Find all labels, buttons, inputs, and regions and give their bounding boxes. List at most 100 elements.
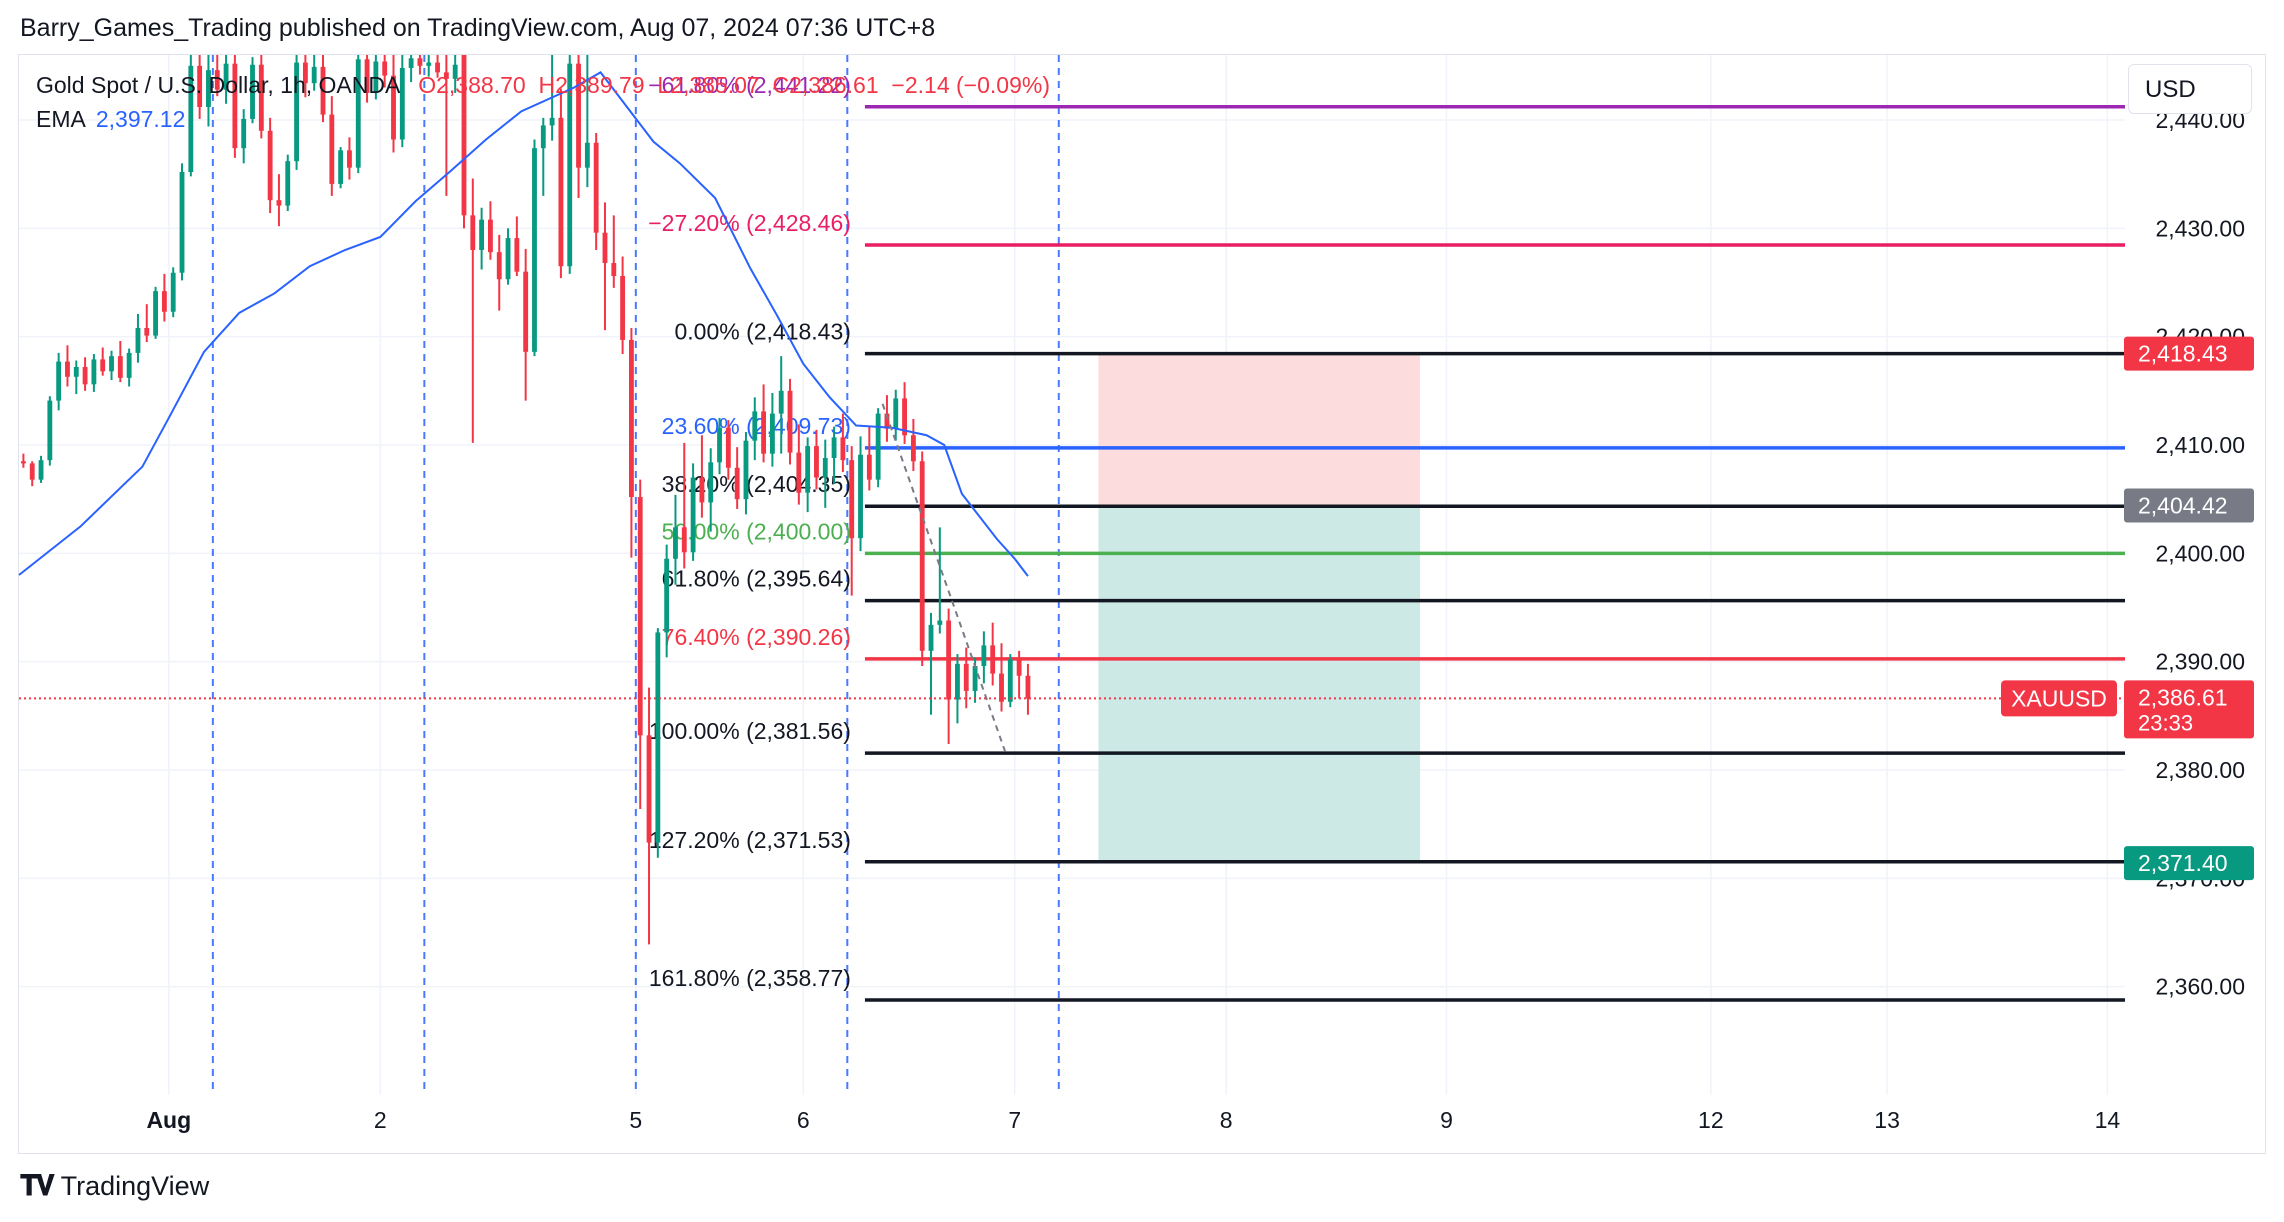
- price-label-bg-2: [2124, 846, 2254, 881]
- candle-27: [258, 55, 264, 139]
- candle-body-20: [197, 65, 203, 107]
- price-label-bg-0: [2124, 336, 2254, 371]
- candle-body-85: [769, 413, 775, 454]
- legend-ema[interactable]: EMA 2,397.12: [36, 106, 185, 133]
- candle-body-3: [47, 400, 53, 461]
- candle-9: [100, 347, 106, 376]
- candle-body-69: [628, 339, 634, 497]
- candle-body-71: [646, 735, 652, 843]
- candle-23: [223, 55, 229, 104]
- target-zone: [1098, 505, 1421, 864]
- candle-body-9: [100, 359, 106, 372]
- candle-body-11: [117, 356, 123, 378]
- candle-body-99: [893, 398, 899, 429]
- candle-body-103: [928, 624, 934, 651]
- candle-0: [20, 453, 26, 468]
- x-tick-label-0: Aug: [146, 1107, 191, 1133]
- candle-body-47: [435, 62, 440, 73]
- candle-16: [161, 273, 167, 322]
- candle-101: [910, 419, 916, 471]
- session-lines-layer: [211, 55, 1060, 1095]
- candle-body-83: [752, 411, 758, 441]
- candle-body-84: [761, 411, 767, 454]
- currency-button[interactable]: USD: [2128, 64, 2252, 114]
- candle-body-60: [549, 117, 555, 126]
- candle-82: [743, 432, 749, 515]
- candle-body-93: [840, 437, 846, 461]
- candle-body-109: [981, 645, 987, 666]
- symbol-tag: XAUUSD: [2011, 685, 2107, 711]
- candle-body-46: [426, 62, 432, 66]
- price-label-sub-3: 23:33: [2138, 710, 2193, 735]
- candle-body-51: [470, 215, 476, 250]
- candle-body-12: [126, 352, 132, 378]
- legend-main[interactable]: Gold Spot / U.S. Dollar, 1h, OANDA O2,38…: [36, 72, 1050, 99]
- candle-34: [320, 55, 326, 123]
- fib-label-5: 50.00% (2,400.00): [662, 518, 851, 544]
- candle-104: [937, 527, 943, 634]
- fib-label-8: 100.00% (2,381.56): [649, 718, 851, 744]
- candle-body-37: [347, 150, 352, 168]
- price-label-bg-3: [2124, 680, 2254, 739]
- candle-body-6: [73, 367, 79, 377]
- candle-body-89: [805, 446, 811, 493]
- candle-body-34: [320, 66, 326, 115]
- legend-high: 2,389.79: [555, 72, 645, 98]
- candle-11: [117, 341, 123, 383]
- candle-103: [928, 612, 934, 715]
- legend-close-label: C: [772, 72, 790, 98]
- candle-58: [532, 139, 537, 357]
- candle-body-27: [258, 64, 264, 131]
- candle-19: [188, 55, 194, 177]
- candle-body-78: [708, 462, 714, 503]
- candle-body-5: [65, 361, 70, 377]
- price-label-0: 2,418.43: [2138, 341, 2228, 367]
- candle-45: [417, 55, 423, 75]
- candle-body-86: [778, 390, 784, 414]
- candle-body-35: [329, 114, 335, 184]
- candle-33: [311, 55, 317, 91]
- candle-59: [540, 117, 546, 196]
- candle-14: [144, 304, 150, 343]
- price-label-1: 2,404.42: [2138, 492, 2228, 518]
- candle-2: [38, 455, 44, 483]
- candle-22: [214, 55, 220, 97]
- candle-body-113: [1016, 659, 1022, 676]
- candle-15: [153, 286, 159, 339]
- candle-body-106: [955, 663, 960, 700]
- candle-body-38: [355, 59, 361, 168]
- candle-3: [47, 396, 53, 466]
- candle-100: [902, 382, 908, 444]
- candle-111: [999, 643, 1004, 712]
- candle-73: [664, 544, 670, 658]
- candle-24: [232, 55, 238, 158]
- candle-70: [637, 479, 643, 809]
- candle-69: [628, 328, 634, 558]
- candle-39: [364, 55, 370, 103]
- tradingview-logo-icon: 𝐓𝐕: [20, 1170, 55, 1201]
- chart-frame: [18, 54, 2266, 1154]
- position-tool-layer: [1098, 353, 1421, 864]
- candle-113: [1016, 650, 1022, 699]
- candle-96: [866, 425, 872, 491]
- legend-open-label: O: [418, 72, 437, 98]
- candle-body-54: [496, 252, 502, 280]
- stop-zone: [1098, 353, 1421, 506]
- candle-body-53: [488, 219, 493, 253]
- candle-46: [426, 55, 432, 77]
- candle-18: [179, 163, 185, 281]
- candle-83: [752, 397, 758, 461]
- legend-open: 2,388.70: [436, 72, 526, 98]
- candle-57: [523, 248, 529, 401]
- candle-72: [655, 628, 661, 858]
- candle-body-82: [743, 440, 749, 500]
- ema-layer: [18, 71, 1029, 577]
- candle-body-97: [875, 413, 881, 480]
- candle-body-58: [532, 148, 537, 352]
- candle-30: [285, 154, 291, 211]
- tradingview-logo[interactable]: 𝐓𝐕 TradingView: [20, 1170, 209, 1203]
- candle-body-101: [910, 435, 916, 462]
- candle-94: [849, 446, 855, 596]
